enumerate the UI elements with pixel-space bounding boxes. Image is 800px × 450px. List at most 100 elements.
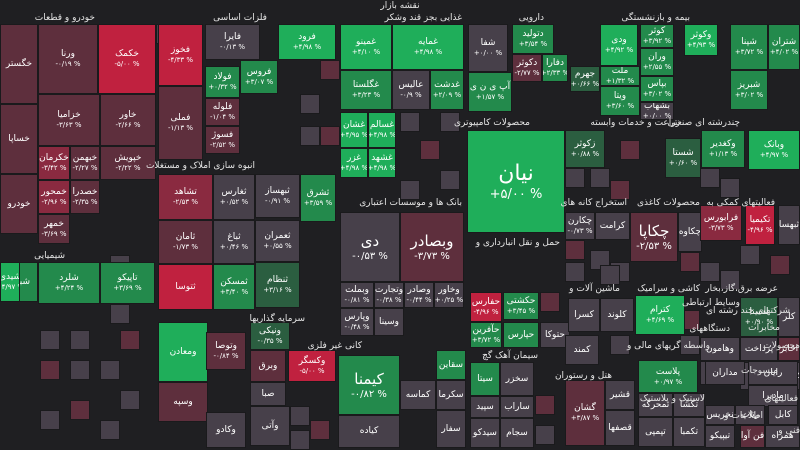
stock-tile[interactable]: خودرو <box>0 174 38 234</box>
stock-tile[interactable]: کسرا <box>568 298 600 332</box>
small-stock-cell[interactable] <box>740 245 760 265</box>
stock-tile[interactable]: غمایه +۴/۹۸ % <box>392 24 464 70</box>
small-stock-cell[interactable] <box>610 335 630 355</box>
small-stock-cell[interactable] <box>40 330 60 350</box>
stock-tile[interactable]: وهامون <box>700 337 740 361</box>
stock-tile[interactable]: تمحرکه <box>638 393 673 417</box>
stock-tile[interactable]: خپویش -۲/۲۲ % <box>100 146 156 180</box>
stock-tile[interactable]: پلاست +۰/۹۷ % <box>638 360 698 393</box>
stock-tile[interactable]: غدشت +۲/۰۹ % <box>430 70 464 110</box>
stock-tile[interactable]: کلوند <box>600 298 634 332</box>
stock-tile[interactable]: تکیمیا -۴/۹۶ % <box>745 205 775 245</box>
stock-tile[interactable]: فن آوا <box>740 425 765 448</box>
stock-tile[interactable]: قصفها <box>605 410 635 446</box>
stock-tile[interactable]: سکرما <box>436 380 466 410</box>
small-stock-cell[interactable] <box>440 170 460 190</box>
stock-tile[interactable]: ثنظام +۳/۱۶ % <box>255 262 300 308</box>
stock-tile[interactable]: ورنا -۰/۱۹ % <box>38 24 98 94</box>
stock-tile[interactable]: غگلستا +۳/۲۳ % <box>340 70 392 110</box>
stock-tile[interactable]: ثامان -۱/۷۳ % <box>158 220 213 264</box>
stock-tile[interactable]: گشان +۳/۸۷ % <box>565 380 605 446</box>
stock-tile[interactable]: بپاس +۳/۰۲ % <box>640 76 674 102</box>
small-stock-cell[interactable] <box>40 360 60 380</box>
stock-tile[interactable]: خبهمن -۲/۲۷ % <box>70 146 100 180</box>
stock-tile[interactable]: سجام <box>500 418 534 448</box>
stock-tile[interactable]: سپید <box>470 396 500 418</box>
stock-tile[interactable]: ثبهساز -۰/۹۱ % <box>255 174 300 218</box>
stock-tile[interactable]: وبرق <box>250 350 286 382</box>
stock-tile[interactable]: ومعادن <box>158 322 208 382</box>
stock-tile[interactable]: وسینا <box>374 308 404 336</box>
stock-tile[interactable]: ساراب <box>500 396 534 418</box>
stock-tile[interactable]: فسوژ -۲/۵۲ % <box>205 126 240 154</box>
stock-tile[interactable]: وران +۲/۵۵ % <box>640 48 674 76</box>
stock-tile[interactable]: شبریز +۳/۰۲ % <box>730 70 768 110</box>
stock-tile[interactable]: تیپیکو <box>705 425 735 448</box>
stock-tile[interactable]: قشیر <box>605 380 635 410</box>
stock-tile[interactable]: کلر <box>778 297 800 337</box>
stock-tile[interactable]: حآفرین +۳/۷۲ % <box>470 322 502 348</box>
stock-tile[interactable]: ثتوسا <box>158 264 213 310</box>
stock-tile[interactable]: ملت +۱/۳۲ % <box>600 66 640 86</box>
stock-tile[interactable]: دکوثر -۲/۷۷ % <box>512 54 542 82</box>
stock-tile[interactable]: تکشا <box>673 393 705 417</box>
stock-tile[interactable]: وکوثر +۴/۹۳ % <box>684 24 718 56</box>
stock-tile[interactable]: کابل <box>768 405 798 425</box>
stock-tile[interactable]: فملی -۱/۱۳ % <box>158 86 203 160</box>
stock-tile[interactable]: لسینا +۰/۹۰ % <box>740 297 778 337</box>
stock-tile[interactable]: کیاده <box>338 415 400 448</box>
stock-tile[interactable]: ثغارس +۰/۵۲ % <box>213 174 255 220</box>
stock-tile[interactable]: تپمپی <box>638 417 673 447</box>
small-stock-cell[interactable] <box>700 262 720 282</box>
small-stock-cell[interactable] <box>565 168 585 188</box>
stock-tile[interactable]: وبصادر -۳/۷۳ % <box>400 212 464 282</box>
small-stock-cell[interactable] <box>600 265 620 285</box>
small-stock-cell[interactable] <box>565 262 585 282</box>
small-stock-cell[interactable] <box>300 94 320 114</box>
stock-tile[interactable]: کرامت <box>595 212 630 240</box>
stock-tile[interactable]: کوثر +۳/۹۲ % <box>640 24 674 48</box>
stock-tile[interactable]: وآتی <box>250 406 290 446</box>
stock-tile[interactable]: بشهاب +۰/۰۰ % <box>640 102 674 120</box>
stock-tile[interactable]: خصدرا -۲/۳۵ % <box>70 180 100 214</box>
stock-tile[interactable]: چکارن -۰/۷۳ % <box>565 212 595 240</box>
stock-tile[interactable]: دی -۰/۵۳ % <box>340 212 400 282</box>
stock-tile[interactable]: خزامیا -۳/۶۳ % <box>38 94 100 146</box>
stock-tile[interactable]: آپ ی ن ی +۱/۵۷ % <box>468 72 512 112</box>
stock-tile[interactable]: ثشرق +۳/۵۹ % <box>300 174 336 222</box>
stock-tile[interactable]: غزر +۴/۹۸ % <box>340 148 368 178</box>
small-stock-cell[interactable] <box>70 330 90 350</box>
stock-tile[interactable]: وسپه <box>158 382 208 422</box>
stock-tile[interactable]: غمینو +۴/۱۰ % <box>340 24 392 70</box>
small-stock-cell[interactable] <box>300 126 320 146</box>
small-stock-cell[interactable] <box>400 112 420 132</box>
stock-tile[interactable]: نیان +۵/۰۰ % <box>467 130 565 233</box>
small-stock-cell[interactable] <box>540 292 560 312</box>
stock-tile[interactable]: شلرد +۴/۲۴ % <box>38 262 100 304</box>
stock-tile[interactable]: وپارس -۰/۴۸ % <box>340 308 374 336</box>
small-stock-cell[interactable] <box>70 400 90 420</box>
small-stock-cell[interactable] <box>770 255 790 275</box>
stock-tile[interactable]: فرابورس -۳/۷۳ % <box>700 205 742 241</box>
small-stock-cell[interactable] <box>590 168 610 188</box>
stock-tile[interactable]: سقاین <box>436 350 466 380</box>
stock-tile[interactable]: تاپیکو +۳/۶۹ % <box>100 262 155 304</box>
stock-tile[interactable]: خمهر -۳/۶۹ % <box>38 214 70 244</box>
stock-tile[interactable]: غسالم +۴/۹۸ % <box>368 112 396 148</box>
small-stock-cell[interactable] <box>120 390 140 410</box>
stock-tile[interactable]: وتجارت -۰/۳۸ % <box>374 282 404 308</box>
stock-tile[interactable]: وبانک +۴/۹۷ % <box>748 130 800 170</box>
stock-tile[interactable]: فخوز -۴/۳۳ % <box>158 24 203 86</box>
small-stock-cell[interactable] <box>320 126 340 146</box>
small-stock-cell[interactable] <box>720 178 740 198</box>
small-stock-cell[interactable] <box>70 360 90 380</box>
stock-tile[interactable]: ونیکی -۰/۳۵ % <box>250 322 290 350</box>
stock-tile[interactable]: کیمنا -۰/۸۲ % <box>338 355 400 415</box>
stock-tile[interactable]: وخاور +۰/۲۵ % <box>434 282 464 308</box>
stock-tile[interactable]: شستا +۰/۶۰ % <box>665 138 701 178</box>
stock-tile[interactable]: کمند <box>565 335 599 365</box>
stock-tile[interactable]: فایرا -۰/۱۳ % <box>205 24 260 60</box>
stock-tile[interactable]: خکمک -۵/۰۰ % <box>98 24 156 94</box>
stock-tile[interactable]: ثبهسا <box>778 205 800 245</box>
stock-tile[interactable]: دتولید +۳/۵۴ % <box>512 24 554 54</box>
